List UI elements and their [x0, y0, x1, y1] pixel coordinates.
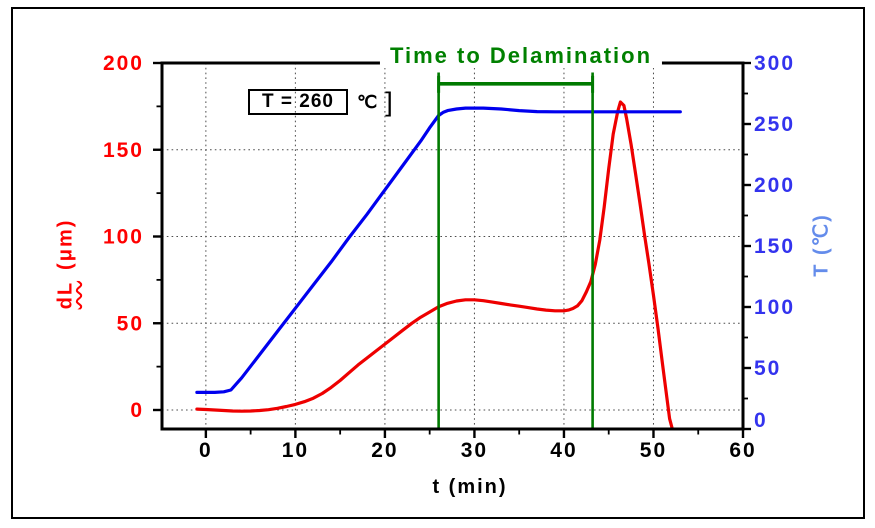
x-tick-label: 40: [550, 439, 577, 462]
x-tick-label: 60: [729, 439, 756, 462]
y-right-tick-label: 50: [754, 357, 781, 380]
set-temperature-annotation: T = 260 ℃ ]: [248, 87, 393, 117]
y-right-tick-label: 0: [754, 409, 768, 432]
y-left-tick-label: 150: [103, 139, 144, 162]
x-axis-title: t (min): [432, 476, 508, 498]
dilatation-curve: [195, 100, 674, 431]
x-tick-label: 50: [640, 439, 667, 462]
y-right-tick-label: 100: [754, 296, 795, 319]
left-axis-title: dL (μm): [55, 219, 78, 310]
x-tick-label: 0: [199, 439, 213, 462]
x-tick-label: 10: [282, 439, 309, 462]
set-temperature-unit: ℃: [356, 91, 378, 112]
figure-border: [11, 7, 865, 519]
y-right-tick-label: 300: [754, 52, 795, 75]
x-tick-label: 20: [371, 439, 398, 462]
x-tick-label: 30: [461, 439, 488, 462]
y-left-tick-label: 0: [130, 399, 144, 422]
y-right-tick-label: 200: [754, 174, 795, 197]
left-axis-title-units: (μm): [54, 218, 77, 270]
y-left-tick-label: 200: [103, 52, 144, 75]
chart-title: Time to Delamination: [379, 44, 663, 68]
right-axis-title: T (℃): [810, 213, 833, 277]
y-right-tick-label: 150: [754, 235, 795, 258]
y-left-tick-label: 50: [117, 312, 144, 335]
y-left-tick-label: 100: [103, 226, 144, 249]
left-axis-title-symbol: dL: [54, 280, 77, 310]
set-temperature-bracket: ]: [385, 87, 393, 117]
plot-frame: [160, 61, 745, 431]
temperature-curve: [195, 106, 682, 394]
set-temperature-box: T = 260: [248, 89, 348, 115]
y-right-tick-label: 250: [754, 113, 795, 136]
